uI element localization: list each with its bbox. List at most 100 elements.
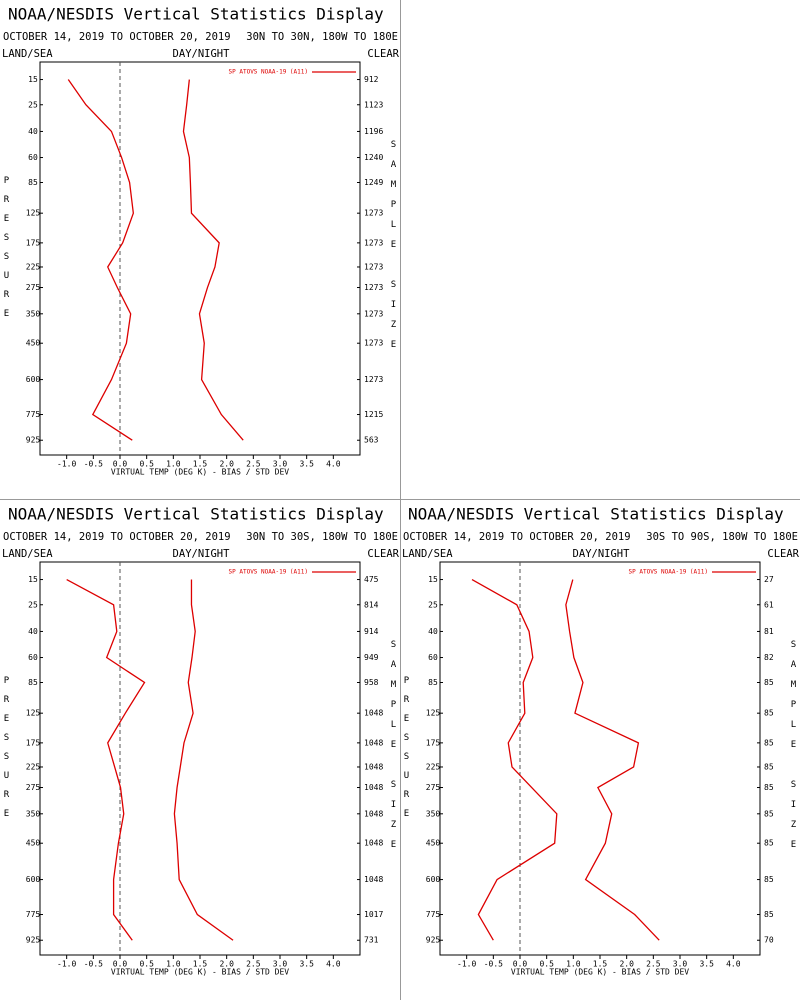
y-tick-label: 600 [426,875,441,884]
sample-size-label: 1240 [364,153,383,162]
y-tick-label: 175 [26,238,41,247]
legend-label: SP ATOVS NOAA-19 (A11) [229,69,308,76]
sample-size-label: 1273 [364,262,383,271]
panel: NOAA/NESDIS Vertical Statistics Display O… [2,505,400,977]
sample-size-label: 1123 [364,100,383,109]
sample-size-label: 475 [364,575,379,584]
sample-size-label: 949 [364,653,379,662]
sample-size-label: 1048 [364,783,383,792]
panel: NOAA/NESDIS Vertical Statistics Display O… [2,5,400,477]
y-tick-label: 275 [426,783,441,792]
series-line [67,79,134,441]
column-label: LAND/SEA [2,548,53,560]
x-axis-label: VIRTUAL TEMP (DEG K) - BIAS / STD DEV [111,968,289,977]
x-tick-label: -1.0 [457,960,476,969]
y-tick-label: 600 [26,375,41,384]
x-tick-label: 4.0 [326,960,341,969]
sample-size-label: 1048 [364,809,383,818]
panel: NOAA/NESDIS Vertical Statistics Display O… [402,505,800,977]
sample-size-label: 914 [364,627,379,636]
y-tick-label: 175 [426,738,441,747]
y-tick-label: 600 [26,875,41,884]
sample-size-label: 85 [764,783,774,792]
x-tick-label: 1.0 [166,960,181,969]
sample-size-label: 85 [764,875,774,884]
subtitle: OCTOBER 14, 2019 TO OCTOBER 20, 2019 [3,31,231,43]
y2-axis-label: SAMPLE SIZE [389,140,399,360]
x-tick-label: 2.0 [219,460,234,469]
x-tick-label: -1.0 [57,960,76,969]
y-axis-label: PRESSURE [402,676,412,828]
y-tick-label: 275 [26,783,41,792]
x-tick-label: 1.5 [193,960,208,969]
y-tick-label: 25 [428,600,438,609]
sample-size-label: 85 [764,738,774,747]
sample-size-label: 1196 [364,127,383,136]
x-tick-label: 1.5 [193,460,208,469]
sample-size-label: 814 [364,600,379,609]
sample-size-label: 731 [364,936,379,945]
region: 30N TO 30S, 180W TO 180E [246,531,398,543]
sample-size-label: 61 [764,600,774,609]
sample-size-label: 1215 [364,410,383,419]
legend-label: SP ATOVS NOAA-19 (A11) [229,569,308,576]
series-line [182,79,244,441]
y-tick-label: 125 [26,709,41,718]
y2-axis-label: SAMPLE SIZE [789,640,799,860]
sample-size-label: 1017 [364,910,383,919]
sample-size-label: 85 [764,839,774,848]
x-tick-label: 0.5 [139,960,154,969]
y-axis-label: PRESSURE [2,176,12,328]
sample-size-label: 958 [364,678,379,687]
x-tick-label: -0.5 [84,960,103,969]
y-tick-label: 925 [426,936,441,945]
y2-axis-label: SAMPLE SIZE [389,640,399,860]
x-tick-label: 3.0 [273,960,288,969]
y-tick-label: 350 [26,809,41,818]
sample-size-label: 1273 [364,339,383,348]
y-tick-label: 40 [28,127,38,136]
y-tick-label: 925 [26,436,41,445]
y-tick-label: 25 [28,100,38,109]
y-tick-label: 350 [426,809,441,818]
sample-size-label: 81 [764,627,774,636]
series-line [565,579,660,941]
sample-size-label: 1273 [364,238,383,247]
sample-size-label: 1273 [364,375,383,384]
sample-size-label: 1048 [364,709,383,718]
y-tick-label: 450 [26,839,41,848]
sample-size-label: 27 [764,575,774,584]
x-tick-label: 1.0 [566,960,581,969]
region: 30N TO 30N, 180W TO 180E [246,31,398,43]
sample-size-label: 1048 [364,762,383,771]
sample-size-label: 912 [364,75,379,84]
sample-size-label: 563 [364,436,379,445]
y-tick-label: 775 [426,910,441,919]
title: NOAA/NESDIS Vertical Statistics Display [8,505,384,524]
subtitle: OCTOBER 14, 2019 TO OCTOBER 20, 2019 [3,531,231,543]
sample-size-label: 85 [764,910,774,919]
sample-size-label: 1048 [364,839,383,848]
series-line [471,578,558,941]
y-tick-label: 40 [28,627,38,636]
sample-size-label: 85 [764,762,774,771]
y-tick-label: 125 [426,709,441,718]
y-tick-label: 925 [26,936,41,945]
x-tick-label: 4.0 [726,960,741,969]
y-tick-label: 60 [28,653,38,662]
x-tick-label: 0.5 [539,960,554,969]
x-axis-label: VIRTUAL TEMP (DEG K) - BIAS / STD DEV [111,468,289,477]
sample-size-label: 82 [764,653,774,662]
x-tick-label: 4.0 [326,460,341,469]
y-tick-label: 85 [428,678,438,687]
y-tick-label: 60 [428,653,438,662]
y-tick-label: 15 [28,575,38,584]
x-tick-label: 2.5 [246,460,261,469]
column-label: LAND/SEA [402,548,453,560]
y-tick-label: 450 [26,339,41,348]
y-tick-label: 225 [26,762,41,771]
y-tick-label: 175 [26,738,41,747]
x-tick-label: 1.5 [593,960,608,969]
y-tick-label: 775 [26,410,41,419]
